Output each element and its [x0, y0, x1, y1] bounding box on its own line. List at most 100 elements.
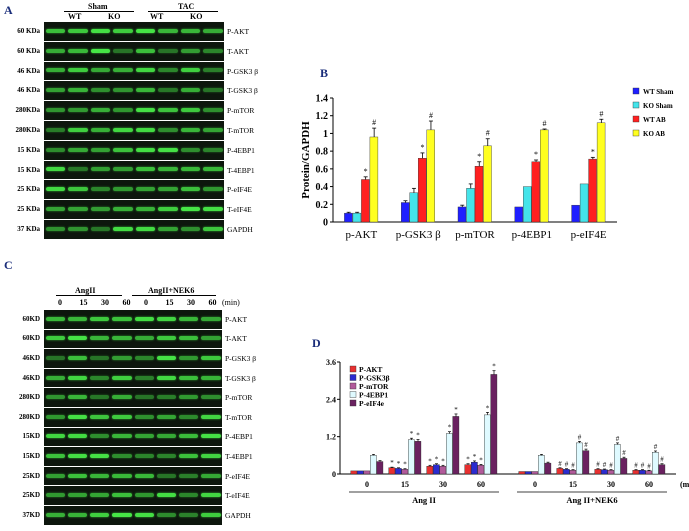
legend-swatch — [349, 374, 357, 381]
protein-band — [112, 375, 132, 380]
protein-band — [90, 68, 110, 73]
protein-band — [45, 414, 65, 419]
bar — [370, 455, 377, 475]
blot-strip — [44, 220, 224, 240]
protein-band — [90, 512, 110, 517]
blot-strip — [44, 349, 222, 369]
panel-letter-b: B — [320, 66, 329, 80]
protein-band — [156, 316, 176, 321]
protein-label: GAPDH — [227, 224, 253, 234]
protein-band — [112, 414, 132, 419]
protein-band — [68, 167, 88, 172]
protein-band — [67, 512, 87, 517]
bar — [369, 136, 379, 223]
protein-band — [156, 395, 176, 400]
significance-mark: # — [596, 461, 600, 469]
protein-band — [45, 28, 65, 33]
x-axis-unit: (min) — [680, 480, 689, 489]
protein-band — [180, 207, 200, 212]
protein-band — [45, 512, 65, 517]
significance-mark: * — [441, 457, 445, 465]
protein-label: P-mTOR — [225, 393, 253, 403]
protein-band — [156, 355, 176, 360]
bar — [417, 158, 427, 223]
protein-band — [156, 434, 176, 439]
legend-label: P-4EBP1 — [359, 391, 388, 400]
protein-band — [158, 68, 178, 73]
protein-band — [201, 336, 221, 341]
protein-band — [90, 207, 110, 212]
protein-band — [179, 453, 199, 458]
protein-band — [45, 167, 65, 172]
y-tick-label: 0.2 — [316, 200, 329, 211]
category-label: p-AKT — [346, 229, 378, 241]
protein-label: P-eIF4E — [225, 471, 250, 481]
bar — [484, 414, 491, 475]
legend-swatch — [632, 101, 640, 109]
protein-band — [113, 108, 133, 113]
bar — [639, 470, 646, 475]
protein-band — [135, 167, 155, 172]
protein-band — [90, 108, 110, 113]
bar — [518, 471, 526, 475]
protein-label: P-GSK3 β — [227, 66, 259, 76]
protein-label: P-GSK3 β — [225, 354, 257, 363]
protein-band — [156, 493, 176, 498]
protein-band — [67, 395, 87, 400]
significance-mark: # — [599, 109, 603, 118]
molecular-weight-label: 46KD — [22, 354, 41, 362]
protein-band — [112, 493, 132, 498]
protein-band — [203, 187, 223, 192]
protein-band — [201, 414, 221, 419]
protein-band — [158, 167, 178, 172]
group-label: Ang II+NEK6 — [566, 495, 617, 505]
significance-mark: * — [486, 404, 490, 412]
protein-band — [90, 226, 110, 231]
protein-band — [113, 127, 133, 132]
protein-label: T-mTOR — [225, 412, 253, 422]
legend-label: P-mTOR — [359, 382, 389, 391]
y-tick-label: 0.6 — [316, 164, 329, 175]
protein-band — [112, 512, 132, 517]
legend-swatch — [349, 399, 357, 407]
group-label-tac: TAC — [178, 2, 195, 11]
time-label: 0 — [144, 298, 148, 307]
protein-band — [45, 226, 65, 231]
protein-band — [68, 207, 88, 212]
protein-band — [113, 88, 133, 93]
protein-band — [156, 453, 176, 458]
protein-band — [203, 127, 223, 132]
protein-band — [67, 453, 87, 458]
protein-band — [134, 316, 154, 321]
protein-band — [67, 336, 87, 341]
protein-band — [90, 336, 110, 341]
protein-band — [180, 28, 200, 33]
category-label: 60 — [645, 480, 653, 489]
protein-band — [112, 336, 132, 341]
bar — [471, 461, 478, 475]
protein-band — [203, 226, 223, 231]
protein-label: GAPDH — [225, 510, 251, 520]
bar — [464, 464, 472, 475]
category-label: 30 — [439, 480, 447, 489]
category-label: 0 — [533, 480, 537, 489]
protein-band — [112, 434, 132, 439]
significance-mark: # — [654, 443, 658, 451]
protein-band — [90, 28, 110, 33]
molecular-weight-label: 46KD — [22, 373, 41, 382]
protein-band — [135, 48, 155, 53]
protein-label: T-AKT — [227, 46, 249, 56]
protein-band — [179, 355, 199, 360]
bar — [376, 461, 384, 475]
bar — [514, 206, 524, 223]
significance-mark: # — [571, 462, 575, 470]
significance-mark: # — [634, 462, 638, 470]
protein-band — [201, 453, 221, 458]
bar — [652, 452, 659, 475]
protein-band — [180, 108, 200, 113]
significance-mark: # — [578, 433, 582, 441]
bar — [540, 129, 549, 223]
legend-swatch — [349, 365, 357, 373]
protein-band — [90, 88, 110, 93]
panel-letter-a: A — [4, 3, 13, 17]
